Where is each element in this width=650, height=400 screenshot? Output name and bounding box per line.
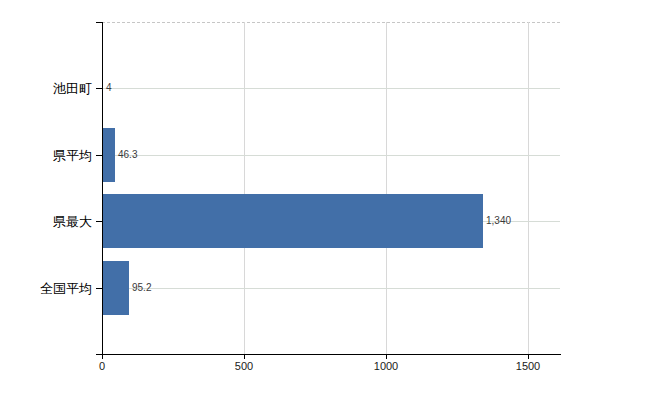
x-axis-tick-label: 0 xyxy=(99,360,105,373)
category-label: 全国平均 xyxy=(40,282,92,295)
vertical-gridline xyxy=(244,22,245,354)
x-axis-tick-label: 500 xyxy=(235,360,253,373)
x-axis-tick-label: 1000 xyxy=(374,360,398,373)
x-axis-tick-label: 1500 xyxy=(516,360,540,373)
bar-value-label: 1,340 xyxy=(486,216,511,226)
bar-3 xyxy=(102,194,483,248)
bar-2 xyxy=(102,128,115,182)
horizontal-gridline xyxy=(102,155,560,156)
horizontal-gridline xyxy=(102,288,560,289)
plot-top-border xyxy=(102,22,560,23)
vertical-gridline xyxy=(528,22,529,354)
horizontal-gridline xyxy=(102,88,560,89)
category-label: 池田町 xyxy=(53,82,92,95)
category-label: 県平均 xyxy=(53,149,92,162)
x-axis-tick xyxy=(386,354,387,359)
x-axis-line xyxy=(96,354,561,355)
bar-value-label: 46.3 xyxy=(118,150,137,160)
vertical-gridline xyxy=(386,22,387,354)
y-axis-tick xyxy=(96,88,102,89)
y-axis-tick xyxy=(96,155,102,156)
y-axis-tick xyxy=(96,221,102,222)
y-axis-top-tick xyxy=(96,22,102,23)
x-axis-tick xyxy=(528,354,529,359)
y-axis-line xyxy=(102,22,103,355)
category-label: 県最大 xyxy=(53,215,92,228)
bar-chart: 4 46.3 1,340 95.2 0 500 1000 1500 池田町県平均県最大全国平均 xyxy=(0,0,650,400)
x-axis-tick xyxy=(244,354,245,359)
bar-value-label: 95.2 xyxy=(132,283,151,293)
bar-value-label: 4 xyxy=(106,83,112,93)
y-axis-tick xyxy=(96,288,102,289)
x-axis-tick xyxy=(102,354,103,359)
bar-4 xyxy=(102,261,129,315)
plot-area: 4 46.3 1,340 95.2 xyxy=(102,22,560,354)
